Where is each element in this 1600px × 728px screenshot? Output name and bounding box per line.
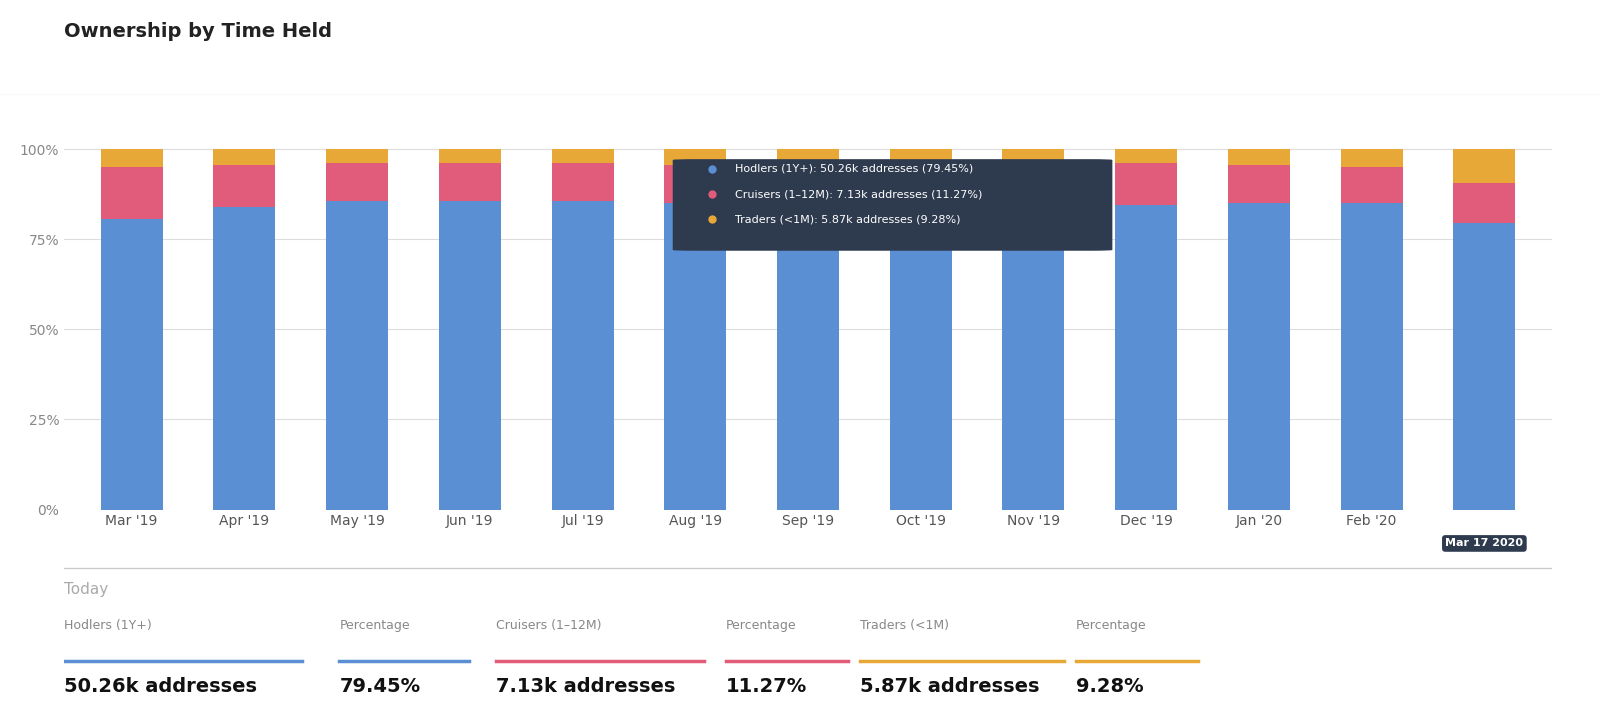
Text: 79.45%: 79.45% [339, 677, 421, 696]
Text: 7.13k addresses: 7.13k addresses [496, 677, 675, 696]
Bar [1115, 149, 1178, 164]
Text: Hodlers (1Y+): 50.26k addresses (79.45%): Hodlers (1Y+): 50.26k addresses (79.45%) [734, 164, 973, 174]
Text: Mar 17 2020: Mar 17 2020 [1445, 539, 1523, 548]
Text: Percentage: Percentage [1075, 619, 1147, 632]
Bar [664, 165, 726, 203]
Bar [778, 203, 838, 510]
Text: Traders (<1M): Traders (<1M) [861, 619, 949, 632]
Bar [326, 164, 389, 202]
Bar [326, 202, 389, 510]
Bar [438, 149, 501, 164]
Text: Percentage: Percentage [726, 619, 797, 632]
FancyBboxPatch shape [672, 159, 1112, 250]
Bar [1003, 149, 1064, 165]
Bar [101, 149, 163, 167]
Bar [664, 203, 726, 510]
Text: Percentage: Percentage [339, 619, 410, 632]
Bar [552, 164, 613, 202]
Bar [438, 202, 501, 510]
Bar [890, 203, 952, 510]
Bar [778, 149, 838, 165]
Bar [101, 167, 163, 219]
Bar [1341, 167, 1403, 203]
Bar [1003, 165, 1064, 203]
Bar [1453, 149, 1515, 183]
Text: Cruisers (1–12M): 7.13k addresses (11.27%): Cruisers (1–12M): 7.13k addresses (11.27… [734, 189, 982, 199]
Text: 5.87k addresses: 5.87k addresses [861, 677, 1040, 696]
Text: 11.27%: 11.27% [726, 677, 808, 696]
Bar [1227, 203, 1290, 510]
Text: Traders (<1M): 5.87k addresses (9.28%): Traders (<1M): 5.87k addresses (9.28%) [734, 214, 960, 224]
Bar [438, 164, 501, 202]
Bar [213, 207, 275, 510]
Bar [1227, 149, 1290, 165]
Bar [552, 149, 613, 164]
Bar [213, 149, 275, 165]
Text: 50.26k addresses: 50.26k addresses [64, 677, 258, 696]
Bar [778, 165, 838, 203]
Bar [890, 165, 952, 203]
Bar [1003, 203, 1064, 510]
Bar [664, 149, 726, 165]
Bar [1227, 165, 1290, 203]
Bar [1115, 205, 1178, 510]
Text: Cruisers (1–12M): Cruisers (1–12M) [496, 619, 602, 632]
Bar [1341, 203, 1403, 510]
Bar [326, 149, 389, 164]
Bar [1115, 164, 1178, 205]
Bar [1453, 183, 1515, 223]
Text: 9.28%: 9.28% [1075, 677, 1144, 696]
Text: Today: Today [64, 582, 109, 598]
Text: Hodlers (1Y+): Hodlers (1Y+) [64, 619, 152, 632]
Bar [101, 219, 163, 510]
Bar [890, 149, 952, 165]
Bar [1341, 149, 1403, 167]
Bar [1453, 223, 1515, 510]
Bar [552, 202, 613, 510]
Text: Ownership by Time Held: Ownership by Time Held [64, 22, 333, 41]
Bar [213, 165, 275, 207]
